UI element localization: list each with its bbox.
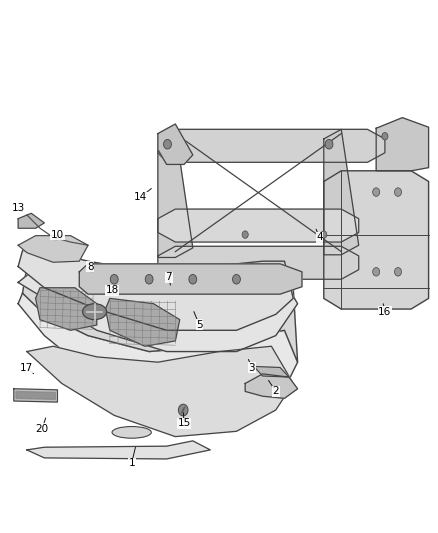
Circle shape — [321, 231, 327, 238]
Text: 20: 20 — [35, 424, 49, 434]
Circle shape — [373, 268, 380, 276]
Polygon shape — [35, 288, 97, 330]
Circle shape — [163, 140, 171, 149]
Text: 4: 4 — [316, 232, 323, 243]
Circle shape — [189, 274, 197, 284]
Text: 17: 17 — [20, 362, 34, 373]
Text: 1: 1 — [128, 458, 135, 468]
Polygon shape — [324, 171, 428, 309]
Text: 5: 5 — [196, 320, 203, 330]
Polygon shape — [158, 130, 385, 163]
Circle shape — [395, 268, 402, 276]
Circle shape — [325, 140, 333, 149]
Text: 15: 15 — [177, 418, 191, 429]
Circle shape — [395, 188, 402, 196]
Polygon shape — [158, 124, 193, 165]
Circle shape — [373, 188, 380, 196]
Polygon shape — [18, 261, 297, 352]
Text: 18: 18 — [106, 286, 119, 295]
Circle shape — [110, 274, 118, 284]
Polygon shape — [376, 118, 428, 171]
Circle shape — [233, 274, 240, 284]
Polygon shape — [18, 213, 44, 228]
Circle shape — [242, 231, 248, 238]
Ellipse shape — [82, 304, 106, 320]
Polygon shape — [14, 389, 57, 402]
Polygon shape — [245, 374, 297, 398]
Polygon shape — [158, 130, 193, 257]
Polygon shape — [18, 293, 297, 426]
Polygon shape — [16, 391, 55, 399]
Text: 13: 13 — [11, 203, 25, 213]
Circle shape — [145, 274, 153, 284]
Polygon shape — [27, 441, 210, 459]
Polygon shape — [158, 246, 359, 279]
Polygon shape — [22, 266, 297, 362]
Polygon shape — [324, 130, 359, 255]
Polygon shape — [27, 346, 293, 437]
Polygon shape — [79, 264, 302, 294]
Ellipse shape — [112, 426, 151, 438]
Circle shape — [178, 404, 188, 416]
Text: 10: 10 — [51, 230, 64, 240]
Text: 3: 3 — [248, 362, 255, 373]
Polygon shape — [18, 236, 88, 262]
Polygon shape — [18, 251, 293, 330]
Text: 16: 16 — [378, 306, 392, 317]
Polygon shape — [158, 209, 359, 242]
Circle shape — [382, 133, 388, 140]
Polygon shape — [254, 367, 289, 377]
Text: 7: 7 — [166, 272, 172, 282]
Text: 8: 8 — [87, 262, 93, 271]
Text: 2: 2 — [272, 386, 279, 397]
Polygon shape — [106, 298, 180, 346]
Text: 14: 14 — [134, 192, 147, 203]
